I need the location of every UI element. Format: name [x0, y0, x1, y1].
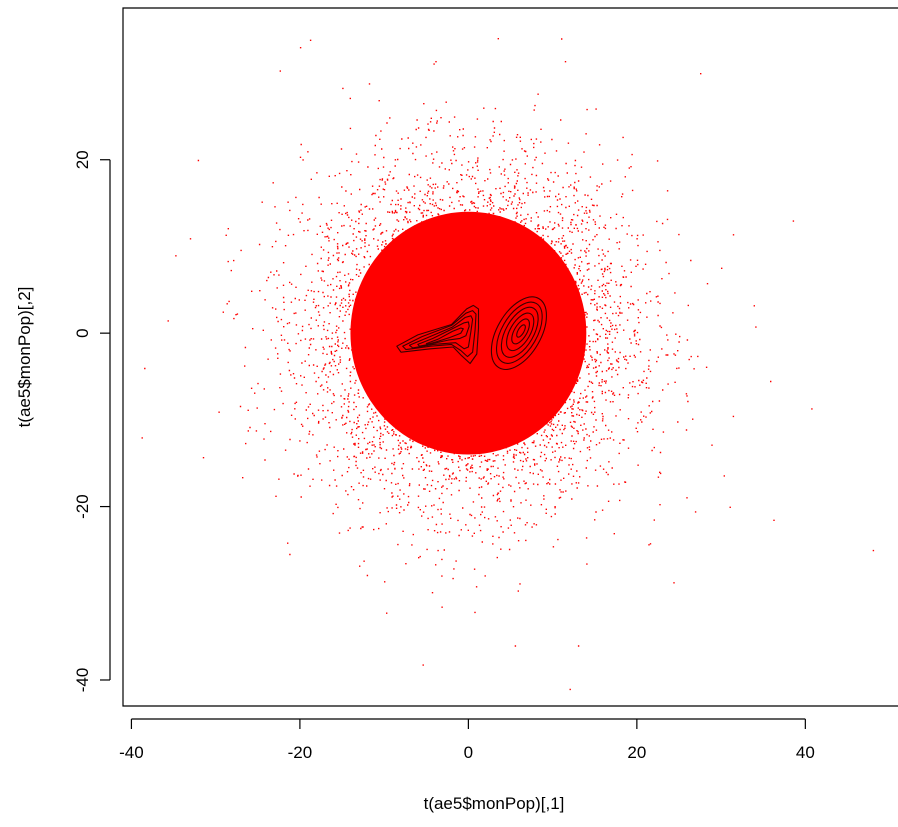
contour-line	[511, 318, 530, 345]
y-axis-label: t(ae5$monPop)[,2]	[15, 287, 34, 428]
contour-line	[408, 315, 474, 350]
y-tick-label: -20	[73, 494, 92, 519]
x-tick-label: 0	[464, 743, 473, 762]
contour-line	[500, 306, 539, 358]
x-axis: -40 -20 0 20 40	[119, 718, 815, 762]
y-axis: -40 -20 0 20	[73, 150, 111, 693]
y-tick-label: -40	[73, 668, 92, 693]
contour-cluster-2	[490, 296, 547, 370]
contour-line	[490, 296, 547, 370]
data-points	[141, 38, 875, 691]
contour-line	[516, 324, 526, 338]
x-tick-label: 20	[627, 743, 646, 762]
x-tick-label: -20	[288, 743, 313, 762]
plot-frame	[122, 7, 898, 707]
x-axis-label: t(ae5$monPop)[,1]	[424, 794, 565, 813]
density-contours	[396, 296, 547, 370]
contour-line	[425, 327, 464, 345]
contour-line	[396, 304, 480, 365]
x-tick-label: 40	[796, 743, 815, 762]
scatter-points	[141, 38, 875, 691]
contour-cluster-1	[396, 304, 480, 365]
contour-line	[402, 310, 477, 358]
y-tick-label: 0	[73, 328, 92, 337]
contour-line	[495, 301, 543, 364]
x-tick-label: -40	[119, 743, 144, 762]
contour-line	[506, 312, 535, 352]
y-tick-label: 20	[73, 150, 92, 169]
